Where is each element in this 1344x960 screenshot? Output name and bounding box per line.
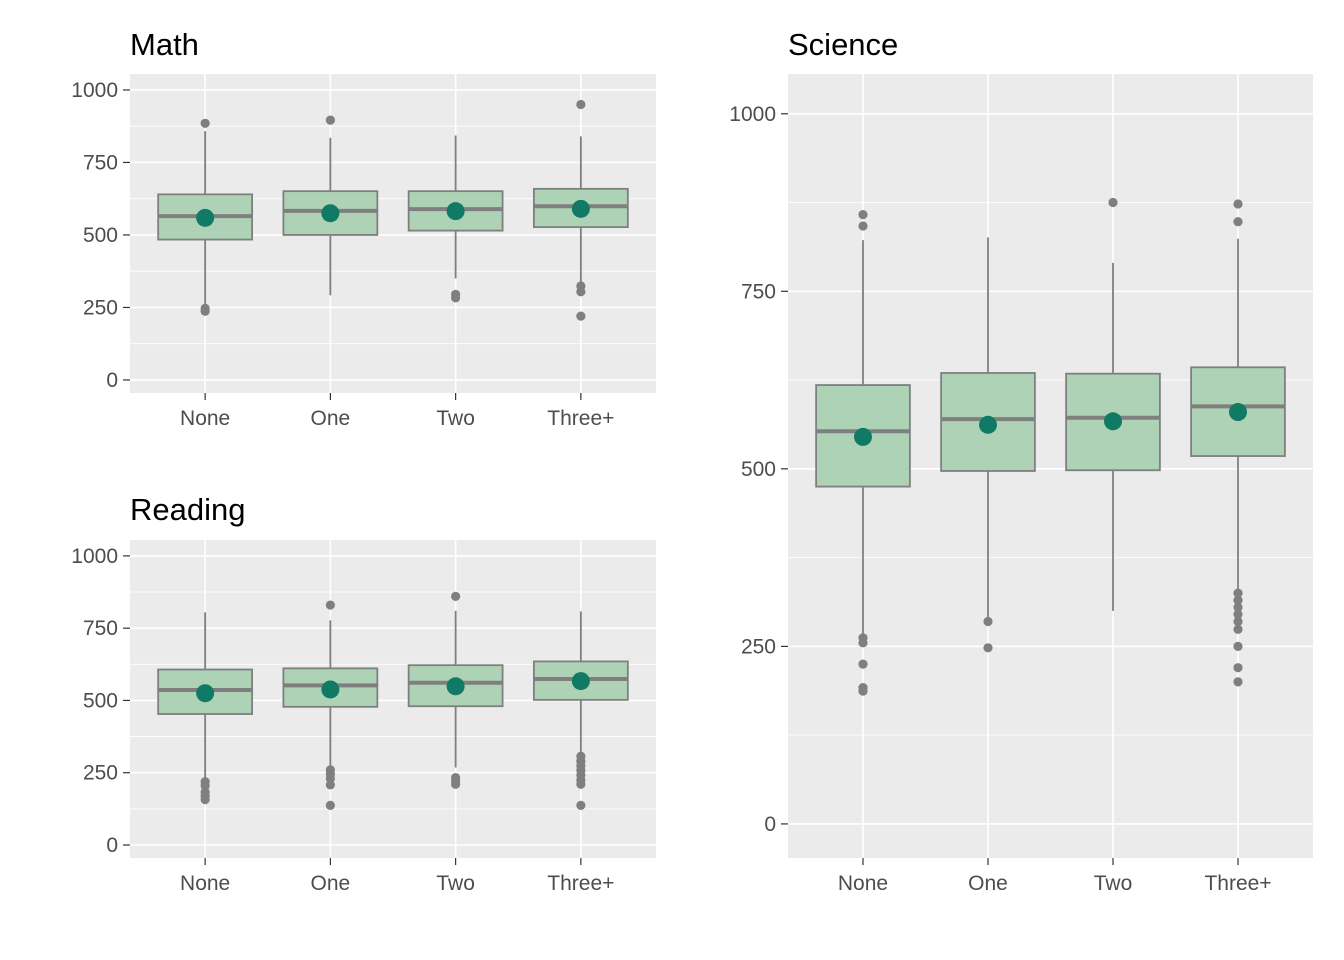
reading-panel-title: Reading bbox=[130, 492, 245, 527]
reading-y-tick-label: 500 bbox=[83, 689, 118, 712]
science-box-two bbox=[1065, 197, 1161, 611]
outlier-point bbox=[451, 293, 461, 303]
outlier-point bbox=[576, 779, 586, 789]
outlier-point bbox=[200, 781, 210, 791]
mean-point bbox=[1229, 403, 1247, 422]
mean-point bbox=[571, 199, 590, 218]
science-x-tick-label: None bbox=[838, 872, 888, 895]
mean-point bbox=[571, 672, 590, 691]
outlier-point bbox=[200, 306, 210, 316]
reading-x-tick-label: None bbox=[180, 872, 230, 895]
outlier-point bbox=[983, 643, 993, 653]
outlier-point bbox=[325, 780, 335, 790]
math-y-tick-label: 0 bbox=[106, 369, 118, 392]
outlier-point bbox=[858, 210, 868, 220]
outlier-point bbox=[1233, 602, 1243, 612]
science-panel: Science 0 250 500 750 1000 None One Two Three+ bbox=[729, 27, 1313, 895]
outlier-point bbox=[1108, 197, 1118, 208]
science-box-one bbox=[940, 237, 1036, 653]
mean-point bbox=[1104, 412, 1122, 431]
reading-y-tick-label: 250 bbox=[83, 762, 118, 785]
interquartile-box bbox=[282, 190, 379, 236]
reading-y-tick-label: 0 bbox=[106, 834, 118, 857]
outlier-point bbox=[325, 773, 335, 784]
outlier-point bbox=[1233, 616, 1243, 627]
outlier-point bbox=[858, 221, 868, 231]
outlier-point bbox=[1233, 677, 1243, 687]
mean-point bbox=[196, 208, 215, 227]
science-y-tick-label: 0 bbox=[764, 813, 776, 836]
math-box-three-plus bbox=[532, 99, 629, 321]
math-panel: Math 0 250 500 750 1000 None One Two Three+ bbox=[71, 27, 656, 430]
outlier-point bbox=[1233, 199, 1243, 209]
outlier-point bbox=[858, 686, 868, 696]
science-y-tick-label: 750 bbox=[741, 280, 776, 303]
outlier-point bbox=[325, 800, 335, 810]
outlier-point bbox=[1233, 663, 1243, 673]
mean-point bbox=[854, 427, 872, 446]
outlier-point bbox=[1233, 217, 1243, 227]
outlier-point bbox=[983, 616, 993, 627]
outlier-point bbox=[1233, 609, 1243, 620]
reading-box-one bbox=[282, 600, 379, 810]
outlier-point bbox=[451, 591, 461, 601]
math-box-one bbox=[282, 115, 379, 296]
reading-panel: Reading 0 250 500 750 1000 None One Two Three+ bbox=[71, 492, 656, 895]
outlier-point bbox=[200, 118, 210, 128]
outlier-point bbox=[200, 795, 210, 805]
science-y-tick-label: 500 bbox=[741, 458, 776, 481]
mean-point bbox=[321, 680, 340, 699]
outlier-point bbox=[576, 800, 586, 810]
outlier-point bbox=[858, 659, 868, 669]
math-panel-title: Math bbox=[130, 27, 199, 62]
outlier-point bbox=[325, 115, 335, 125]
mean-point bbox=[446, 677, 465, 696]
science-y-tick-label: 250 bbox=[741, 635, 776, 658]
reading-box-three-plus bbox=[532, 611, 629, 810]
outlier-point bbox=[1233, 588, 1243, 598]
math-x-tick-label: One bbox=[311, 407, 351, 430]
outlier-point bbox=[451, 779, 461, 789]
science-x-tick-label: Three+ bbox=[1204, 872, 1271, 895]
reading-y-tick-label: 750 bbox=[83, 617, 118, 640]
outlier-point bbox=[1233, 641, 1243, 651]
mean-point bbox=[196, 684, 215, 703]
mean-point bbox=[979, 415, 997, 434]
outlier-point bbox=[576, 99, 586, 110]
science-panel-title: Science bbox=[788, 27, 898, 62]
outlier-point bbox=[1233, 624, 1243, 634]
math-box-none bbox=[157, 118, 254, 316]
science-x-tick-label: One bbox=[968, 872, 1008, 895]
outlier-point bbox=[1233, 595, 1243, 605]
outlier-point bbox=[576, 287, 586, 297]
reading-y-tick-label: 1000 bbox=[71, 545, 118, 568]
mean-point bbox=[446, 202, 465, 221]
math-x-tick-label: None bbox=[180, 407, 230, 430]
reading-x-tick-label: One bbox=[311, 872, 351, 895]
outlier-point bbox=[858, 638, 868, 648]
outlier-point bbox=[576, 311, 586, 321]
science-y-tick-label: 1000 bbox=[729, 103, 776, 126]
science-box-three-plus bbox=[1190, 199, 1286, 687]
reading-box-two bbox=[407, 591, 504, 789]
math-y-tick-label: 500 bbox=[83, 224, 118, 247]
math-x-tick-label: Three+ bbox=[547, 407, 614, 430]
math-box-two bbox=[407, 135, 504, 303]
science-box-none bbox=[815, 210, 911, 696]
reading-box-none bbox=[157, 612, 254, 805]
math-y-tick-label: 1000 bbox=[71, 79, 118, 102]
math-x-tick-label: Two bbox=[436, 407, 475, 430]
reading-x-tick-label: Two bbox=[436, 872, 475, 895]
mean-point bbox=[321, 204, 340, 223]
science-x-tick-label: Two bbox=[1094, 872, 1133, 895]
outlier-point bbox=[325, 600, 335, 610]
math-y-tick-label: 250 bbox=[83, 296, 118, 319]
reading-x-tick-label: Three+ bbox=[547, 872, 614, 895]
math-y-tick-label: 750 bbox=[83, 151, 118, 174]
